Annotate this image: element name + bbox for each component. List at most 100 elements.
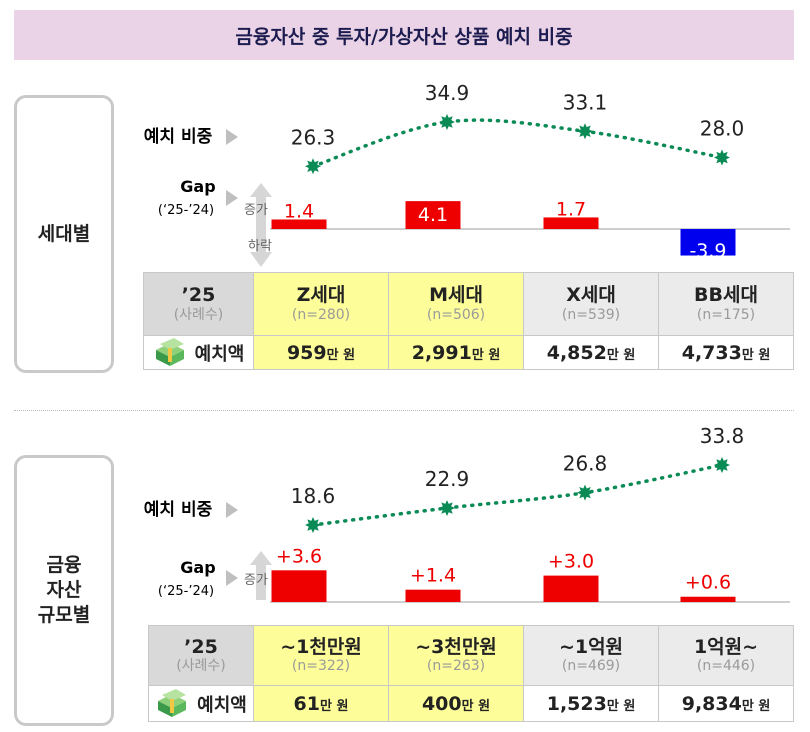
category-label: Z세대 [296, 284, 346, 307]
share-point-marker [577, 123, 593, 140]
section-label-line: 규모별 [37, 603, 91, 626]
share-point-marker [439, 114, 455, 130]
amount-value: 2,991 [411, 341, 472, 364]
gap-axis-label: Gap [180, 558, 215, 577]
sample-size-label: (n=446) [696, 658, 756, 675]
amount-cell: 400만 원 [388, 685, 524, 722]
share-value-label: 26.3 [291, 125, 336, 149]
section-label-line: 자산 [46, 579, 82, 602]
gap-value-label: 1.4 [284, 200, 314, 222]
table-asset: ’25 (사례수) ~1천만원 (n=322) ~3천만원 (n=263) ~1억원 (n… [148, 625, 794, 722]
share-point-marker [305, 158, 321, 175]
year-label: ’25 [184, 635, 218, 658]
amount-cell: 61만 원 [253, 685, 389, 722]
category-label: BB세대 [694, 284, 758, 307]
chart-title: 금융자산 중 투자/가상자산 상품 예치 비중 [14, 10, 794, 60]
gap-bar [543, 575, 599, 602]
chart-asset: 예치 비중 Gap (‘25-’24) 증가 18.622.926.833.8 … [144, 424, 790, 603]
sample-size-label: (n=469) [561, 658, 621, 675]
sample-size-label: (n=280) [291, 306, 351, 323]
section-label-generation: 세대별 [14, 95, 114, 373]
category-label: X세대 [566, 284, 616, 307]
sample-size-label: (n=263) [426, 658, 486, 675]
amount-value: 1,523 [546, 692, 607, 715]
amount-cell: 1,523만 원 [523, 685, 659, 722]
decrease-label: 하락 [248, 239, 272, 254]
amount-label-cell: 예치액 [143, 335, 254, 370]
amount-cell: 959만 원 [253, 335, 389, 370]
sample-size-label: (n=539) [561, 306, 621, 323]
gap-value-label: -3.9 [689, 240, 726, 262]
section-label-line: 세대별 [37, 222, 91, 245]
amount-label: 예치액 [194, 343, 245, 365]
share-value-label: 28.0 [700, 117, 745, 141]
gap-value-label: +0.6 [685, 572, 731, 594]
money-stack-icon [155, 337, 184, 366]
gap-value-label: +1.4 [410, 565, 456, 587]
amount-cell: 9,834만 원 [658, 685, 794, 722]
year-header-cell: ’25 (사례수) [148, 625, 254, 686]
amount-value: 4,852 [546, 341, 607, 364]
amount-unit: 만 원 [461, 698, 491, 714]
gap-value-label: +3.0 [548, 551, 594, 573]
share-value-label: 22.9 [425, 467, 470, 491]
category-header-cell: M세대 (n=506) [388, 272, 524, 336]
category-header-cell: ~1억원 (n=469) [523, 625, 659, 686]
table-amount-row: 예치액 959만 원 2,991만 원 4,852만 원 4,733만 원 [143, 335, 794, 370]
share-line-series: 26.3 34.9 33.1 28.0 [291, 81, 745, 175]
gap-axis-sublabel: (‘25-’24) [158, 203, 214, 218]
chart-generation: 예치 비중 Gap (‘25-’24) 증가 하락 26.3 34.9 33.1 28… [144, 81, 790, 267]
share-pointer-icon [226, 502, 238, 518]
share-axis-label: 예치 비중 [144, 127, 213, 147]
share-line [311, 463, 724, 527]
share-point-marker [305, 517, 321, 533]
increase-label: 증가 [244, 203, 268, 218]
table-amount-row: 예치액 61만 원 400만 원 1,523만 원 9,834만 원 [148, 685, 794, 722]
money-stack-icon [158, 688, 187, 717]
year-header-cell: ’25 (사례수) [143, 272, 254, 336]
gap-pointer-icon [226, 570, 238, 586]
table-generation: ’25 (사례수) Z세대 (n=280) M세대 (n=506) X세대 (n=539)… [143, 272, 794, 370]
share-value-label: 33.1 [563, 90, 608, 114]
share-value-label: 33.8 [700, 424, 745, 448]
amount-value: 61 [293, 692, 320, 715]
amount-cell: 4,733만 원 [658, 335, 794, 370]
category-label: M세대 [429, 284, 483, 307]
amount-unit: 만 원 [471, 347, 501, 363]
sample-size-label: (n=322) [291, 658, 351, 675]
up-arrow-icon [250, 551, 272, 600]
category-label: ~1천만원 [280, 635, 362, 658]
category-header-cell: X세대 (n=539) [523, 272, 659, 336]
table-header-row: ’25 (사례수) Z세대 (n=280) M세대 (n=506) X세대 (n=539)… [143, 272, 794, 336]
amount-value: 9,834 [681, 692, 742, 715]
share-value-label: 26.8 [563, 452, 608, 476]
section-label-lines: 금융 자산 규모별 [38, 553, 90, 627]
gap-bar [680, 229, 736, 256]
share-value-label: 18.6 [291, 484, 336, 508]
share-point-marker [714, 149, 730, 166]
share-point-marker [714, 457, 730, 473]
gap-axis-label: Gap [180, 177, 215, 196]
gap-bar [680, 596, 736, 602]
amount-label-cell: 예치액 [148, 685, 254, 722]
gap-value-label: +3.6 [276, 545, 322, 567]
category-label: 1억원~ [693, 635, 759, 658]
share-pointer-icon [226, 129, 238, 145]
gap-bar [405, 589, 461, 602]
gap-pointer-icon [226, 190, 238, 206]
category-label: ~1억원 [558, 635, 624, 658]
gap-bar-series: 1.4 4.1 1.7 -3.9 [271, 198, 736, 262]
amount-unit: 만 원 [741, 347, 771, 363]
category-label: ~3천만원 [415, 635, 497, 658]
amount-unit: 만 원 [326, 347, 356, 363]
amount-unit: 만 원 [606, 698, 636, 714]
gap-bar [405, 201, 461, 229]
amount-cell: 2,991만 원 [388, 335, 524, 370]
section-divider [14, 410, 794, 411]
amount-unit: 만 원 [320, 698, 349, 714]
amount-cell: 4,852만 원 [523, 335, 659, 370]
category-header-cell: BB세대 (n=175) [658, 272, 794, 336]
category-header-cell: Z세대 (n=280) [253, 272, 389, 336]
gap-bar [543, 217, 599, 229]
amount-unit: 만 원 [606, 347, 636, 363]
